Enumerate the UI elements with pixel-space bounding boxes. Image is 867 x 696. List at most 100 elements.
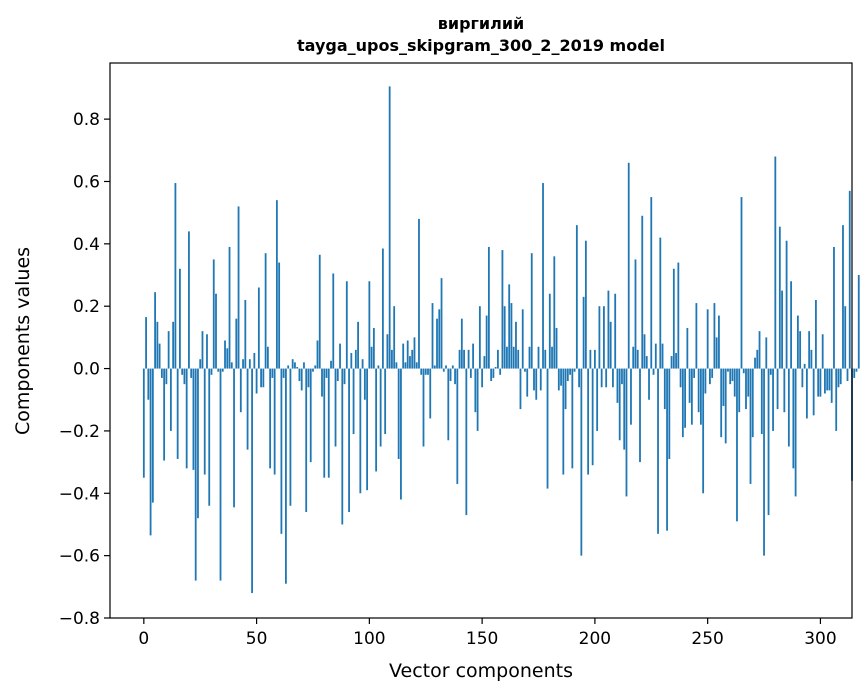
bar (163, 368, 166, 461)
y-tick-label: 0.2 (73, 297, 100, 317)
bar (370, 346, 373, 369)
y-tick-label: 0.0 (73, 360, 100, 380)
bar (657, 368, 659, 534)
bar (321, 368, 323, 397)
bar (736, 368, 738, 522)
bar (794, 368, 797, 497)
bar (237, 206, 240, 369)
bar (490, 368, 493, 382)
bar (413, 337, 416, 369)
bar (810, 349, 813, 369)
bar (796, 315, 799, 369)
x-axis-label: Vector components (389, 660, 573, 682)
bar (467, 349, 470, 369)
bar (652, 368, 655, 375)
bar (487, 246, 490, 369)
bar (747, 368, 750, 397)
bar (627, 162, 630, 369)
chart-title: виргилий (438, 14, 525, 33)
bar (826, 368, 829, 391)
bar (801, 368, 804, 388)
bar (179, 268, 181, 369)
bar (192, 368, 195, 470)
bar (381, 248, 384, 369)
bar (564, 368, 567, 410)
bar (197, 368, 199, 519)
bar (765, 337, 768, 369)
bar (314, 365, 317, 369)
bar (506, 346, 508, 369)
bar (562, 368, 565, 475)
bar (221, 368, 224, 372)
bar (255, 368, 258, 394)
bar (406, 340, 409, 369)
bar (776, 368, 779, 410)
bar (763, 368, 765, 556)
x-tick-label: 300 (804, 629, 836, 649)
bar (485, 315, 488, 369)
bar (451, 365, 454, 369)
bar (289, 368, 292, 506)
bar (521, 309, 524, 369)
bar (645, 356, 648, 369)
bar (271, 368, 274, 378)
bar (420, 368, 423, 375)
bar (185, 368, 188, 469)
bar (460, 318, 463, 369)
bar (269, 368, 272, 469)
bar (429, 368, 432, 419)
bar (745, 368, 747, 410)
bar (548, 293, 551, 369)
bar (855, 368, 858, 372)
bar (436, 318, 438, 369)
bar (415, 362, 418, 369)
y-tick-label: −0.2 (59, 422, 100, 442)
bar (690, 368, 693, 425)
bar (792, 368, 795, 469)
bar (339, 343, 341, 369)
bar (706, 309, 709, 369)
bar (573, 368, 576, 372)
bar (812, 368, 815, 416)
bar (828, 368, 831, 391)
bar (393, 306, 396, 369)
bar (621, 368, 623, 385)
bar (582, 296, 585, 369)
bar (228, 246, 231, 369)
bar (815, 299, 817, 369)
bar (591, 368, 594, 466)
bar (307, 368, 310, 388)
bar (246, 368, 249, 450)
bar (517, 349, 520, 369)
bar (233, 368, 235, 508)
bar (754, 357, 756, 369)
bar (418, 218, 420, 369)
bar (584, 240, 587, 369)
bar (837, 368, 840, 388)
bar (199, 359, 202, 369)
y-tick-label: 0.6 (73, 172, 100, 192)
bar (675, 352, 677, 369)
bar (411, 349, 414, 369)
bar (758, 331, 761, 369)
x-tick-label: 250 (691, 629, 723, 649)
bar (377, 365, 380, 369)
bar (278, 262, 281, 369)
bar (203, 368, 206, 475)
bar (366, 368, 368, 491)
bar (718, 315, 720, 369)
bar (361, 359, 364, 369)
x-axis-ticks: 0 50 100 150 200 250 300 (138, 618, 837, 649)
bar (510, 303, 513, 369)
bar (266, 346, 269, 369)
bar (402, 343, 405, 369)
bar (323, 368, 326, 478)
bar (456, 368, 459, 484)
bar (769, 368, 772, 375)
chart-subtitle: tayga_upos_skipgram_300_2_2019 model (297, 36, 665, 55)
bar (201, 331, 204, 369)
bar (497, 349, 499, 369)
y-tick-label: −0.8 (59, 609, 100, 629)
bar (472, 343, 474, 369)
